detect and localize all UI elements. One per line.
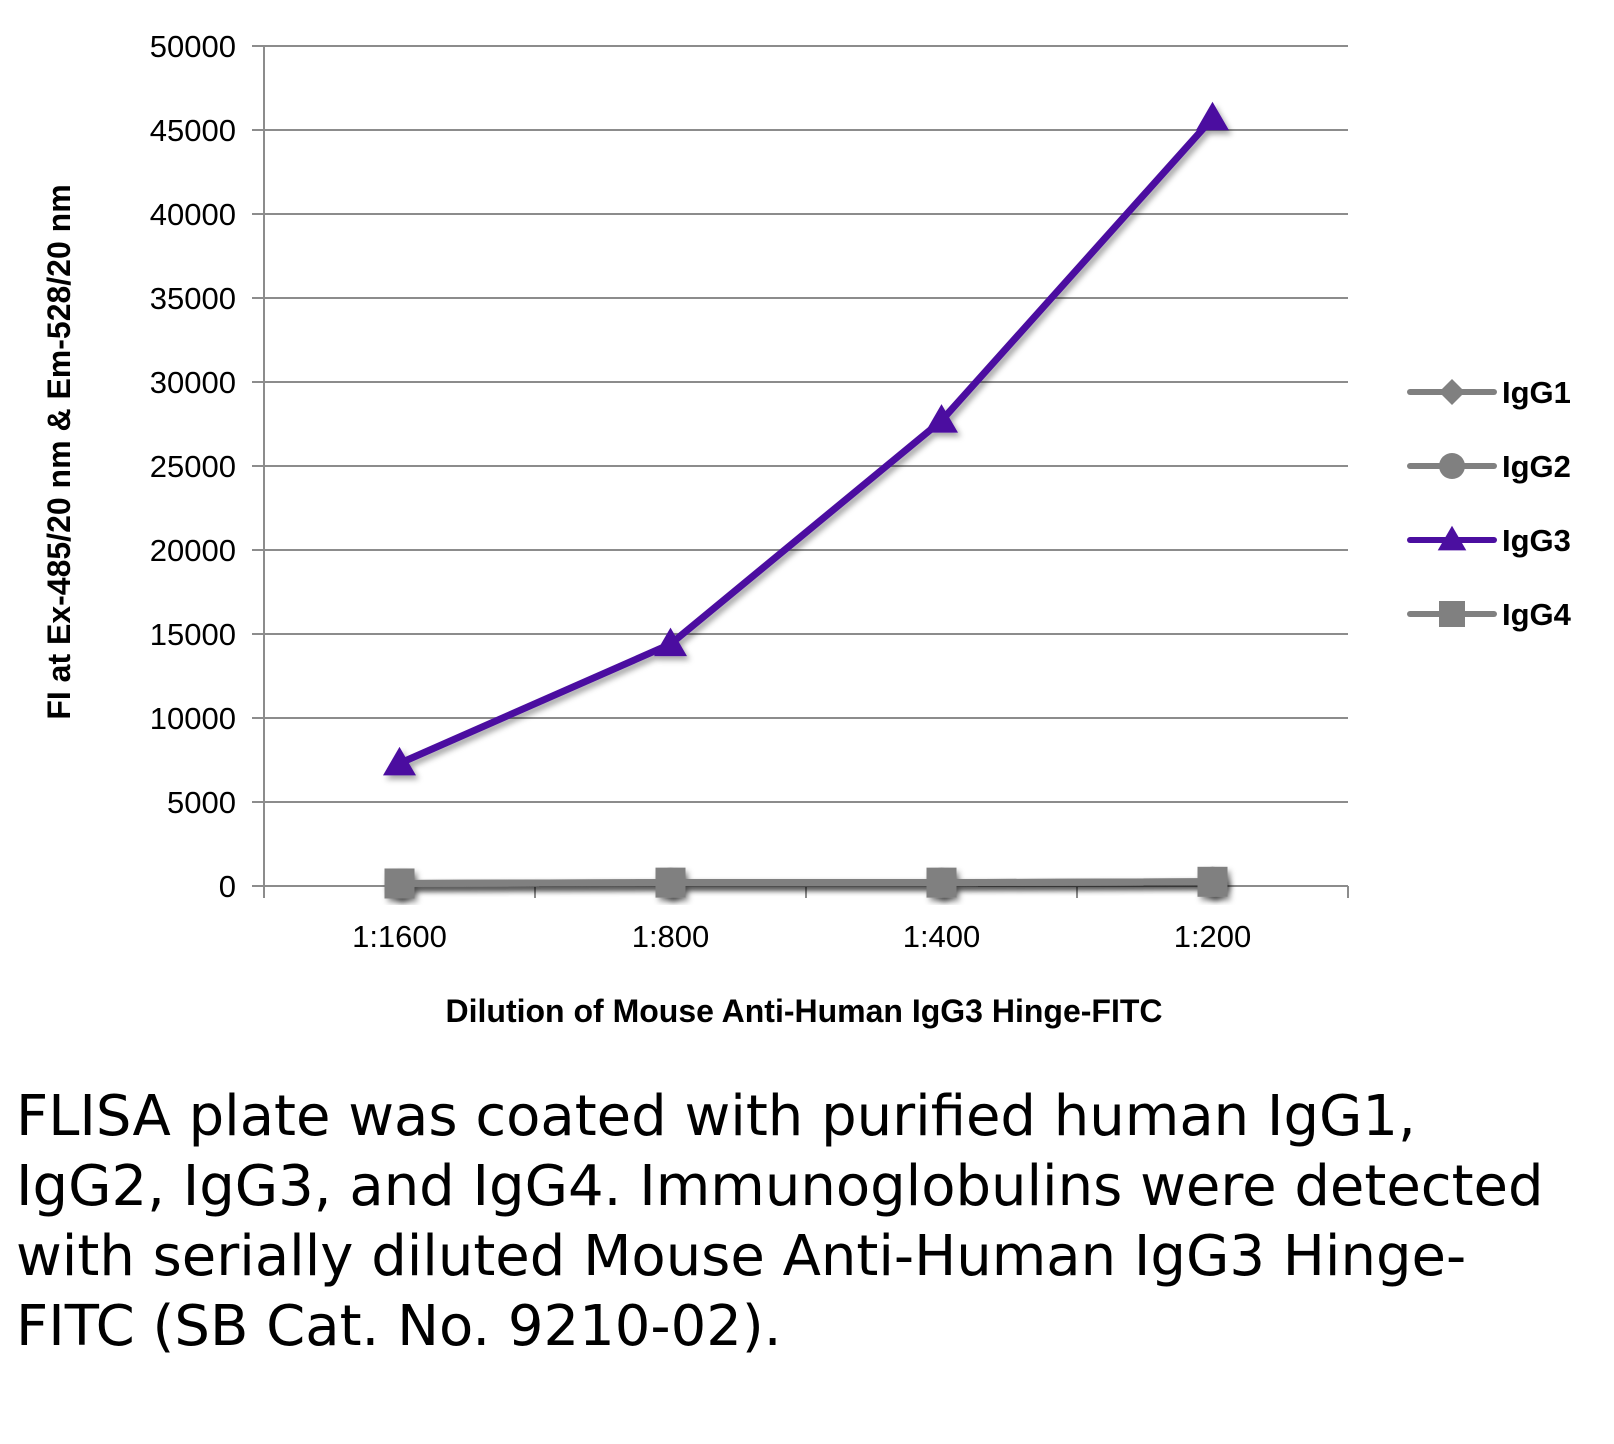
legend-item-igg4: IgG4 [1407, 597, 1572, 632]
y-tick-label: 40000 [150, 197, 236, 232]
y-tick-label: 25000 [150, 449, 236, 484]
legend-marker-diamond [1439, 379, 1465, 405]
figure-caption: FLISA plate was coated with purified hum… [16, 1084, 1544, 1359]
legend-marker-triangle [1437, 525, 1467, 551]
y-axis-title: FI at Ex-485/20 nm & Em-528/20 nm [41, 184, 77, 719]
x-tick-label: 1:400 [903, 919, 981, 954]
y-tick-labels: 0 5000 10000 15000 20000 25000 30000 35000 40000… [150, 29, 236, 904]
y-tick-label: 5000 [167, 785, 236, 820]
data-point-square [1197, 866, 1228, 897]
y-tick-label: 0 [219, 869, 236, 904]
legend-marker-square [1439, 601, 1465, 627]
x-tick-labels: 1:1600 1:800 1:400 1:200 [352, 919, 1251, 954]
data-series [383, 101, 1229, 899]
legend: IgG1 IgG2 IgG3 IgG4 [1407, 375, 1572, 632]
y-tick-label: 15000 [150, 617, 236, 652]
legend-label: IgG2 [1502, 449, 1571, 484]
legend-marker-circle [1439, 453, 1465, 479]
x-tick-label: 1:200 [1174, 919, 1252, 954]
data-point-triangle [383, 746, 416, 776]
y-tick-label: 20000 [150, 533, 236, 568]
y-tick-label: 50000 [150, 29, 236, 64]
x-tick-label: 1:1600 [352, 919, 447, 954]
data-point-square [655, 867, 686, 898]
legend-label: IgG3 [1502, 523, 1571, 558]
legend-item-igg3: IgG3 [1407, 523, 1571, 558]
data-point-square [926, 867, 957, 898]
series-igg3 [383, 101, 1229, 776]
series-line [396, 114, 1216, 767]
data-point-triangle [925, 404, 958, 433]
series-line [396, 878, 1216, 887]
series-igg4 [384, 866, 1228, 899]
legend-item-igg2: IgG2 [1407, 449, 1571, 484]
legend-label: IgG4 [1502, 597, 1572, 632]
x-axis-title: Dilution of Mouse Anti-Human IgG3 Hinge-… [446, 993, 1163, 1029]
y-tick-label: 35000 [150, 281, 236, 316]
y-tick-label: 30000 [150, 365, 236, 400]
data-point-square [384, 868, 415, 899]
x-tick-label: 1:800 [632, 919, 710, 954]
y-tick-label: 45000 [150, 113, 236, 148]
elisa-line-chart: 0 5000 10000 15000 20000 25000 30000 35000 40000… [41, 29, 1572, 1029]
data-point-triangle [654, 627, 687, 657]
y-tick-label: 10000 [150, 701, 236, 736]
legend-item-igg1: IgG1 [1407, 375, 1571, 410]
data-point-triangle [1196, 101, 1229, 131]
legend-label: IgG1 [1502, 375, 1571, 410]
gridlines [264, 45, 1348, 803]
axes [252, 45, 1349, 898]
